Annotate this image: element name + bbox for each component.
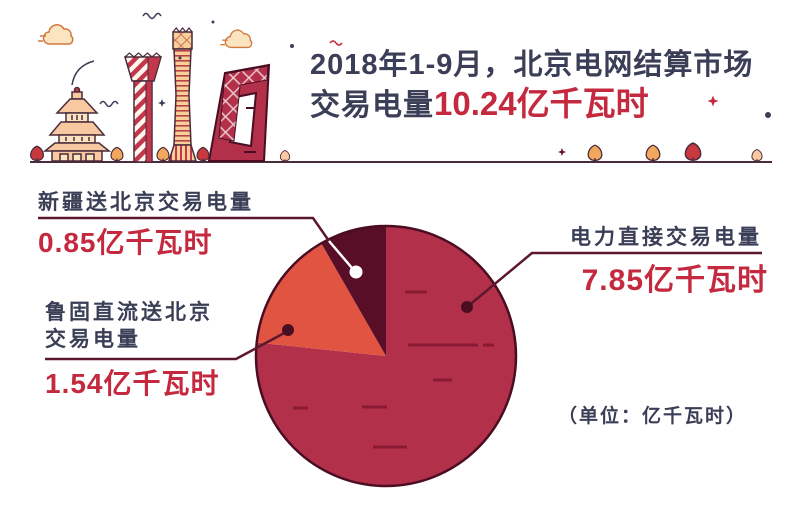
pie-outline [254, 224, 518, 488]
dot-decoration [211, 20, 215, 24]
arc-doodle [71, 60, 95, 86]
callout-xinjiang-value: 0.85亿千瓦时 [38, 227, 213, 258]
squiggle-icon [329, 40, 343, 46]
pie-slice-direct-trade [256, 226, 517, 486]
beijing-landmarks-illustration [30, 12, 772, 163]
leader-line-direct [466, 251, 762, 308]
unit-note: （单位：亿千瓦时） [558, 406, 748, 427]
leader-line-lugu [45, 329, 289, 361]
title-total-value: 10.24亿千瓦时 [434, 85, 649, 122]
china-zun-tower-icon [167, 27, 198, 162]
title-line1: 2018年1-9月，北京电网结算市场 [310, 49, 754, 81]
pie-dash-decorations [293, 290, 494, 449]
title-line2-prefix: 交易电量 [310, 89, 434, 122]
callout-direct-value: 7.85亿千瓦时 [581, 264, 768, 297]
dot-decoration [765, 112, 771, 118]
dot-decoration [178, 56, 182, 60]
leader-line-xinjiang [38, 216, 331, 242]
leader-dot-xinjiang [349, 265, 363, 279]
leader-dot-direct [461, 301, 473, 313]
cctv-building-icon [207, 63, 271, 162]
leader-dot-lugu [282, 324, 294, 336]
callout-lugu-label: 鲁固直流送北京 交易电量 [45, 299, 213, 353]
cloud-icon [38, 24, 74, 45]
callout-lugu-value: 1.54亿千瓦时 [45, 368, 220, 399]
linglong-tower-icon [124, 52, 162, 163]
callout-direct-label: 电力直接交易电量 [570, 226, 762, 249]
cloud-icon [220, 29, 253, 49]
pie-slice-xinjiang [321, 226, 386, 356]
callout-xinjiang-label: 新疆送北京交易电量 [38, 191, 254, 214]
squiggle-icon [99, 100, 119, 108]
callout-lugu-label-line1: 鲁固直流送北京 [45, 301, 213, 324]
callout-leader-lines [38, 216, 762, 361]
squiggle-icon [142, 12, 162, 20]
dot-decoration [290, 44, 294, 48]
leader-line-xinjiang-inner [328, 240, 353, 269]
title-line2: 交易电量10.24亿千瓦时 [310, 84, 753, 126]
callout-lugu-label-line2: 交易电量 [45, 328, 141, 351]
temple-of-heaven-icon [42, 86, 112, 162]
title-block: 2018年1-9月，北京电网结算市场 交易电量10.24亿千瓦时 [310, 46, 753, 126]
